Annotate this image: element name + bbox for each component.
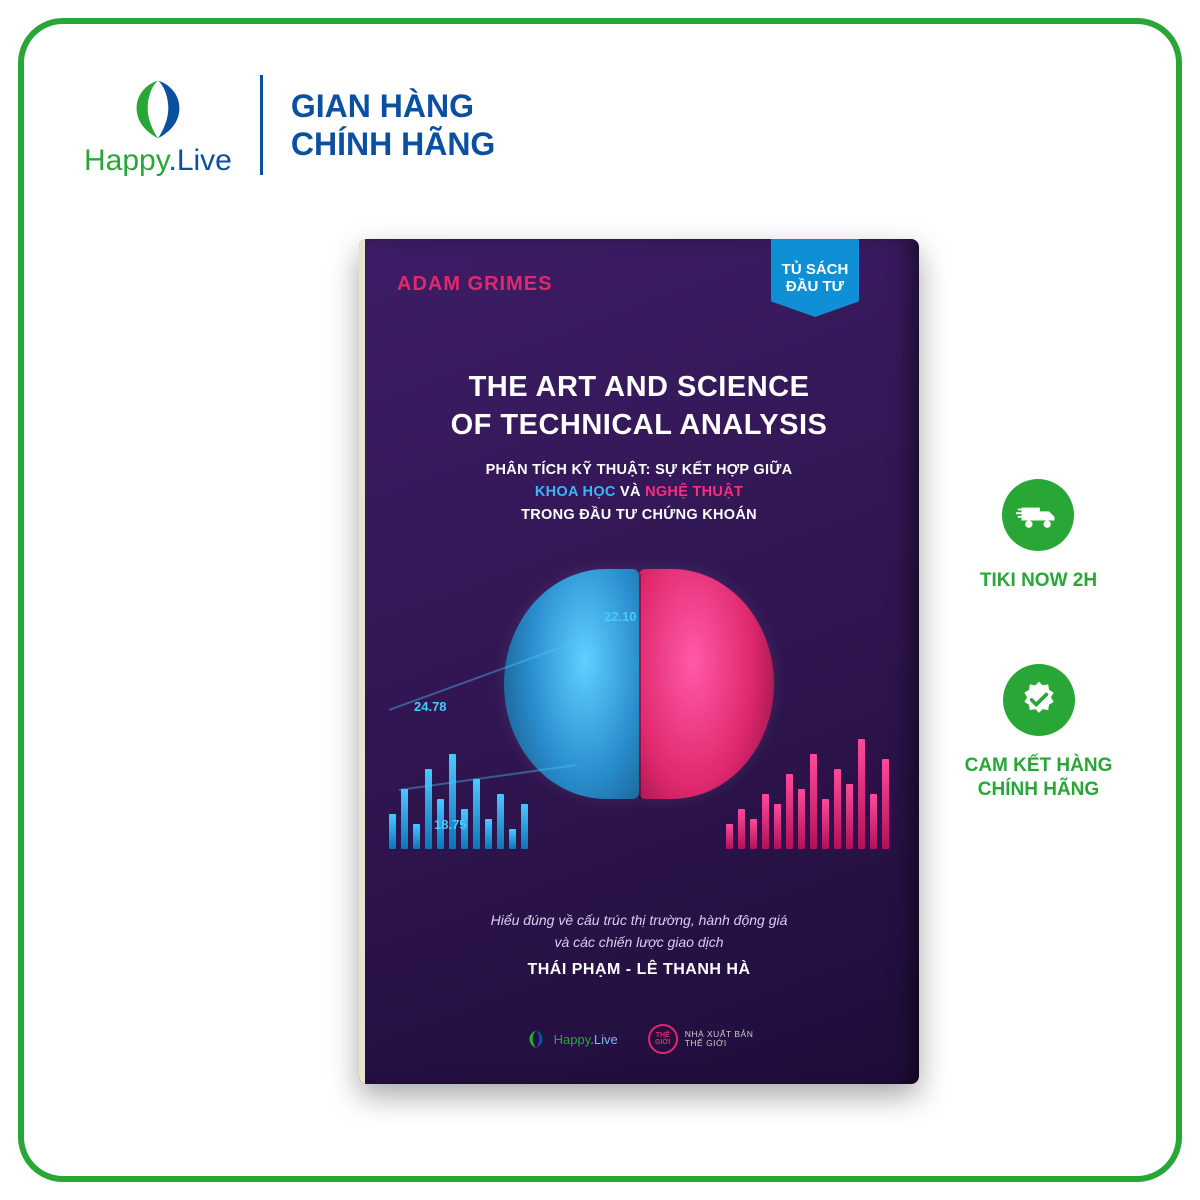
book-blurb: Hiểu đúng về cấu trúc thị trường, hành đ… [359,909,919,954]
book-cover: ADAM GRIMES TỦ SÁCH ĐẦU TƯ THE ART AND S… [359,239,919,1084]
nxb-publisher-logo: THẾ GIỚI NHÀ XUẤT BẢN THẾ GIỚI [648,1024,754,1054]
book-subtitle-vietnamese: PHÂN TÍCH KỸ THUẬT: SỰ KẾT HỢP GIỮA KHOA… [359,459,919,526]
publisher-row: Happy.Live THẾ GIỚI NHÀ XUẤT BẢN THẾ GIỚ… [359,1024,919,1054]
price-label: 18.75 [434,817,467,832]
side-badges: TIKI NOW 2H CAM KẾT HÀNG CHÍNH HÃNG [946,479,1131,803]
truck-icon [1002,479,1074,551]
rosette-icon [1003,664,1075,736]
store-header: Happy.Live GIAN HÀNG CHÍNH HÃNG [84,72,495,178]
book-title-english: THE ART AND SCIENCE OF TECHNICAL ANALYSI… [359,369,919,444]
happylive-logo-icon [122,72,194,144]
badge-label: CAM KẾT HÀNG CHÍNH HÃNG [965,754,1113,803]
translators: THÁI PHẠM - LÊ THANH HÀ [359,961,919,979]
left-bar-chart [389,754,528,849]
badge-tiki-now: TIKI NOW 2H [980,479,1097,594]
happylive-logo-text: Happy.Live [84,144,232,178]
badge-authentic: CAM KẾT HÀNG CHÍNH HÃNG [965,664,1113,803]
badge-label: TIKI NOW 2H [980,569,1097,594]
cover-artwork: 22.10 24.78 18.75 [359,549,919,869]
happylive-publisher-logo: Happy.Live [525,1028,618,1050]
happylive-mini-icon [525,1028,547,1050]
price-label: 22.10 [604,609,637,624]
author-name: ADAM GRIMES [397,273,552,296]
nxb-mark-icon: THẾ GIỚI [648,1024,678,1054]
store-tagline: GIAN HÀNG CHÍNH HÃNG [291,87,495,164]
right-bar-chart [726,739,889,849]
happylive-logo: Happy.Live [84,72,260,178]
price-label: 24.78 [414,699,447,714]
header-divider [260,75,263,175]
series-ribbon: TỦ SÁCH ĐẦU TƯ [771,239,859,317]
product-frame: Happy.Live GIAN HÀNG CHÍNH HÃNG TIKI NOW… [18,18,1182,1182]
